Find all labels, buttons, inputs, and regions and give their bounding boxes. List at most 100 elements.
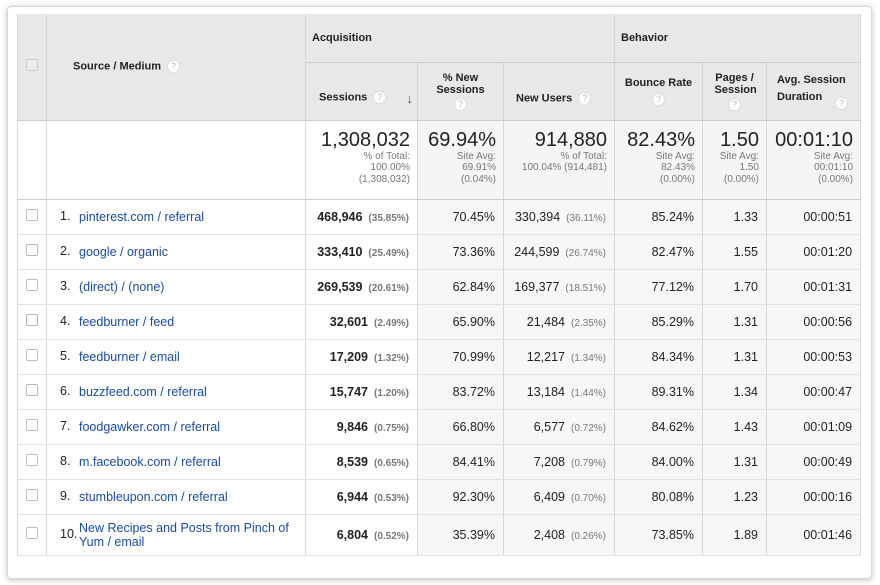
pages-per-session-cell: 1.70 bbox=[702, 269, 767, 305]
bounce-rate-label: Bounce Rate bbox=[624, 76, 693, 89]
avg-session-duration-label: Avg. Session Duration bbox=[777, 73, 846, 103]
new-users-cell: 12,217 (1.34%) bbox=[503, 339, 615, 375]
percent-new-sessions-cell: 70.45% bbox=[417, 199, 504, 235]
help-icon[interactable]: ? bbox=[835, 97, 848, 111]
percent-new-sessions-header[interactable]: % New Sessions? bbox=[417, 62, 504, 121]
row-select-cell bbox=[17, 479, 47, 515]
totals-blank bbox=[46, 120, 306, 200]
row-select-cell bbox=[17, 409, 47, 445]
source-cell: 2. google / organic bbox=[46, 234, 306, 270]
pages-per-session-cell: 1.31 bbox=[702, 339, 767, 375]
pages-per-session-cell: 1.33 bbox=[702, 199, 767, 235]
source-medium-label: Source / Medium bbox=[73, 60, 162, 73]
new-users-cell: 7,208 (0.79%) bbox=[503, 444, 615, 480]
pages-per-session-cell: 1.55 bbox=[702, 234, 767, 270]
bounce-rate-cell: 85.24% bbox=[614, 199, 703, 235]
sessions-header[interactable]: Sessions? ↓ bbox=[305, 62, 418, 121]
help-icon[interactable]: ? bbox=[373, 90, 387, 104]
bounce-rate-cell: 73.85% bbox=[614, 514, 703, 556]
total-value: 69.94% bbox=[428, 128, 496, 151]
sessions-percent: (2.49%) bbox=[373, 317, 409, 329]
source-medium-link[interactable]: buzzfeed.com / referral bbox=[79, 384, 207, 399]
row-number: 1. bbox=[60, 209, 71, 224]
source-cell: 9. stumbleupon.com / referral bbox=[46, 479, 306, 515]
pages-per-session-cell: 1.34 bbox=[702, 374, 767, 410]
new-users-value: 2,408 bbox=[533, 527, 565, 542]
new-users-percent: (0.72%) bbox=[570, 422, 606, 434]
sessions-cell: 6,944 (0.53%) bbox=[305, 479, 418, 515]
total-detail: 100.04% (914,481) bbox=[521, 162, 607, 173]
help-icon[interactable]: ? bbox=[728, 97, 741, 111]
row-checkbox[interactable] bbox=[26, 244, 38, 256]
row-checkbox[interactable] bbox=[26, 489, 38, 501]
row-checkbox[interactable] bbox=[26, 419, 38, 431]
source-medium-link[interactable]: google / organic bbox=[79, 244, 168, 259]
row-checkbox[interactable] bbox=[26, 314, 38, 326]
source-medium-link[interactable]: feedburner / feed bbox=[79, 314, 175, 329]
table-row: 9. stumbleupon.com / referral 6,944 (0.53%… bbox=[17, 479, 862, 515]
row-checkbox[interactable] bbox=[26, 209, 38, 221]
source-medium-link[interactable]: m.facebook.com / referral bbox=[79, 454, 221, 469]
new-users-percent: (0.26%) bbox=[570, 530, 606, 542]
percent-new-sessions-cell: 35.39% bbox=[417, 514, 504, 556]
row-checkbox[interactable] bbox=[26, 454, 38, 466]
new-users-label: New Users bbox=[516, 91, 573, 104]
source-medium-link[interactable]: pinterest.com / referral bbox=[79, 209, 205, 224]
source-medium-header[interactable]: Source / Medium? bbox=[46, 14, 306, 121]
row-checkbox[interactable] bbox=[26, 279, 38, 291]
percent-new-sessions-cell: 70.99% bbox=[417, 339, 504, 375]
help-icon[interactable]: ? bbox=[578, 91, 592, 105]
bounce-rate-cell: 82.47% bbox=[614, 234, 703, 270]
new-users-value: 7,208 bbox=[533, 454, 565, 469]
pages-per-session-cell: 1.31 bbox=[702, 444, 767, 480]
new-users-value: 330,394 bbox=[514, 209, 561, 224]
table-row: 1. pinterest.com / referral 468,946 (35.85… bbox=[17, 199, 862, 235]
source-cell: 8. m.facebook.com / referral bbox=[46, 444, 306, 480]
new-users-cell: 330,394 (36.11%) bbox=[503, 199, 615, 235]
table-row: 5. feedburner / email 17,209 (1.32%) 70.99… bbox=[17, 339, 862, 375]
totals-blank bbox=[17, 120, 47, 200]
sessions-value: 8,539 bbox=[336, 454, 368, 469]
bounce-rate-cell: 85.29% bbox=[614, 304, 703, 340]
bounce-rate-header[interactable]: Bounce Rate? bbox=[614, 62, 703, 121]
table-row: 8. m.facebook.com / referral 8,539 (0.65%)… bbox=[17, 444, 862, 480]
percent-new-sessions-cell: 84.41% bbox=[417, 444, 504, 480]
new-users-percent: (36.11%) bbox=[566, 212, 606, 224]
row-select-cell bbox=[17, 269, 47, 305]
row-number: 9. bbox=[60, 489, 71, 504]
help-icon[interactable]: ? bbox=[454, 97, 467, 111]
select-all-checkbox[interactable] bbox=[26, 59, 38, 72]
row-checkbox[interactable] bbox=[26, 527, 38, 539]
percent-new-sessions-cell: 92.30% bbox=[417, 479, 504, 515]
total-label: Site Avg: bbox=[456, 150, 496, 162]
table-row: 2. google / organic 333,410 (25.49%) 73.36… bbox=[17, 234, 862, 270]
avg-session-duration-cell: 00:01:09 bbox=[765, 409, 862, 445]
sessions-value: 468,946 bbox=[317, 209, 363, 224]
new-users-percent: (26.74%) bbox=[565, 247, 606, 259]
avg-session-duration-cell: 00:00:47 bbox=[765, 374, 862, 410]
total-detail: 00:01:10 bbox=[814, 162, 854, 173]
pages-per-session-header[interactable]: Pages / Session? bbox=[702, 62, 767, 121]
total-value: 82.43% bbox=[627, 128, 695, 151]
new-users-value: 6,409 bbox=[533, 489, 565, 504]
row-number: 6. bbox=[60, 384, 71, 399]
avg-session-duration-header[interactable]: Avg. Session Duration? bbox=[765, 62, 862, 121]
source-medium-link[interactable]: New Recipes and Posts from Pinch of Yum … bbox=[79, 520, 289, 549]
percent-new-sessions-cell: 83.72% bbox=[417, 374, 504, 410]
bounce-rate-cell: 77.12% bbox=[614, 269, 703, 305]
row-number: 2. bbox=[60, 244, 71, 259]
row-checkbox[interactable] bbox=[26, 349, 38, 361]
new-users-value: 169,377 bbox=[514, 279, 560, 294]
new-users-header[interactable]: New Users? bbox=[503, 62, 615, 121]
source-medium-link[interactable]: feedburner / email bbox=[79, 349, 180, 364]
sessions-cell: 8,539 (0.65%) bbox=[305, 444, 418, 480]
help-icon[interactable]: ? bbox=[167, 60, 181, 74]
help-icon[interactable]: ? bbox=[652, 92, 665, 106]
row-checkbox[interactable] bbox=[26, 384, 38, 396]
source-medium-link[interactable]: (direct) / (none) bbox=[79, 279, 165, 294]
new-users-cell: 2,408 (0.26%) bbox=[503, 514, 615, 556]
source-medium-link[interactable]: stumbleupon.com / referral bbox=[79, 489, 228, 504]
source-medium-link[interactable]: foodgawker.com / referral bbox=[79, 419, 221, 434]
sessions-percent: (0.75%) bbox=[373, 422, 409, 434]
total-value: 1.50 bbox=[720, 128, 759, 151]
